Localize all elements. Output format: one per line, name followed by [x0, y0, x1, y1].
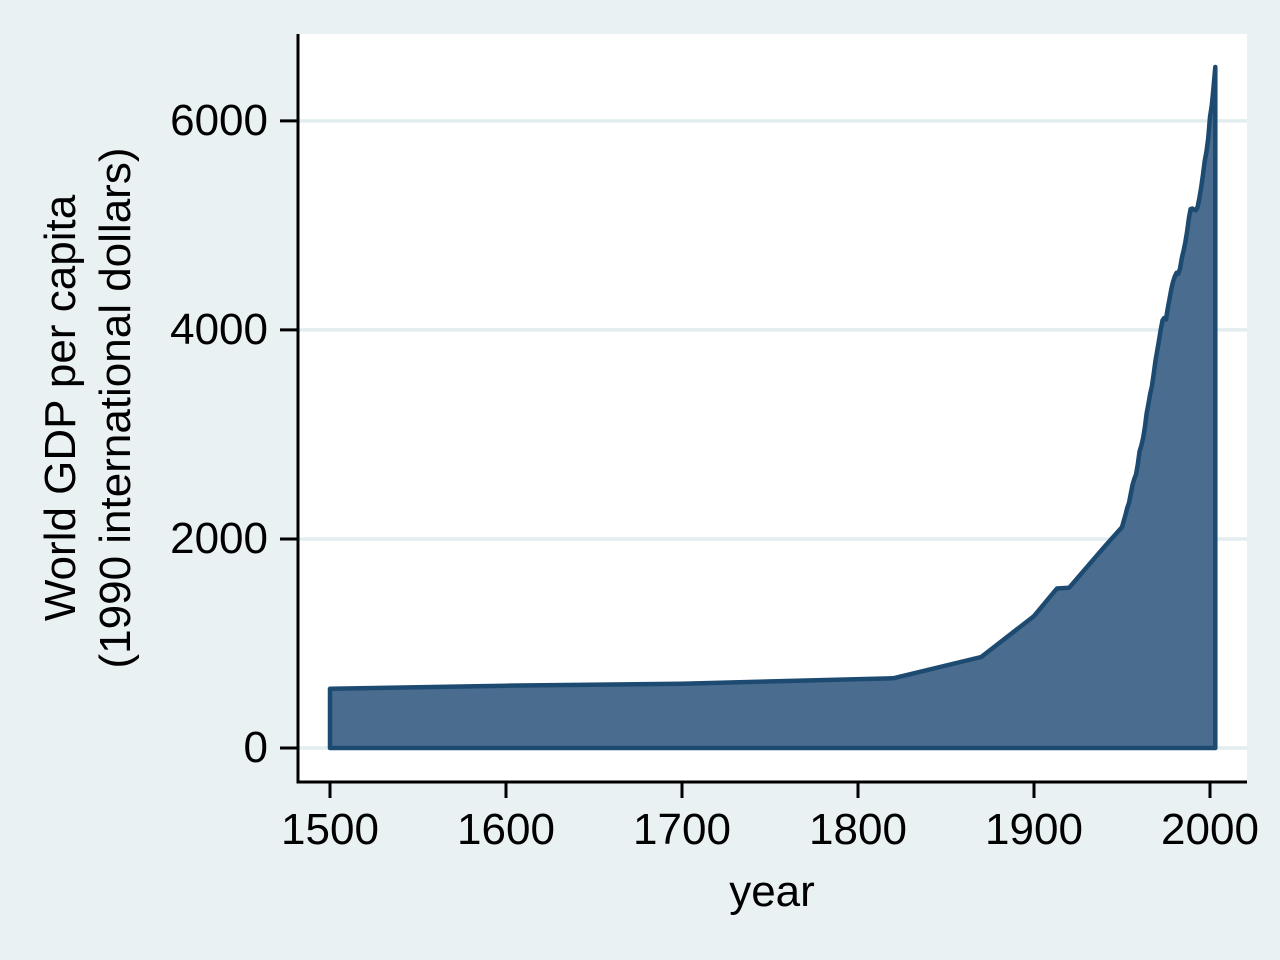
y-tick-label-6000: 6000	[170, 95, 268, 145]
y-axis-title-line2: (1990 international dollars)	[91, 147, 140, 669]
x-tick-label-1700: 1700	[633, 805, 731, 854]
x-tick-label-1900: 1900	[985, 805, 1083, 854]
x-axis-title: year	[729, 867, 815, 916]
x-tick-label-1600: 1600	[457, 805, 555, 854]
y-tick-label-4000: 4000	[170, 304, 268, 354]
y-axis-title-line1: World GDP per capita	[36, 194, 85, 622]
gdp-area-series	[327, 64, 1218, 751]
y-axis-title: World GDP per capita (1990 international…	[33, 28, 143, 788]
y-tick-label-2000: 2000	[170, 513, 268, 563]
y-tick-label-0: 0	[243, 723, 268, 772]
x-tick-label-1800: 1800	[809, 805, 907, 854]
x-tick-label-1500: 1500	[281, 805, 379, 854]
x-tick-label-2000: 2000	[1161, 805, 1259, 854]
